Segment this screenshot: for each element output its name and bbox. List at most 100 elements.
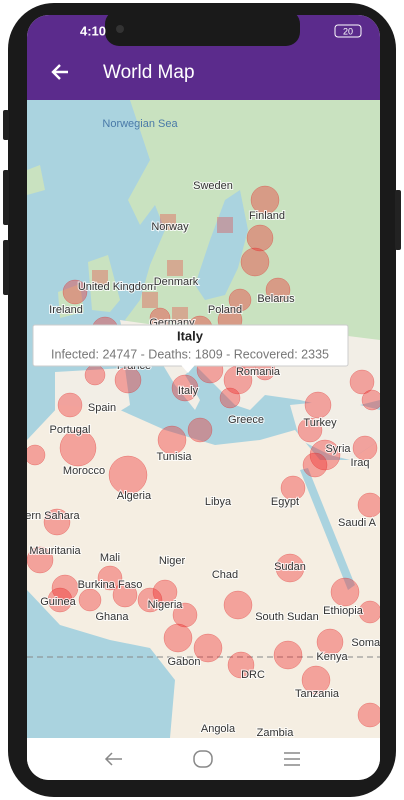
- status-time: 4:10: [80, 23, 106, 38]
- country-label: Finland: [249, 210, 285, 222]
- baltic-sea: [195, 190, 248, 300]
- case-marker[interactable]: [352, 435, 378, 461]
- country-label: Niger: [159, 555, 186, 567]
- case-marker[interactable]: [152, 579, 178, 605]
- case-marker[interactable]: [275, 553, 305, 583]
- country-label: Burkina Faso: [78, 579, 143, 591]
- case-marker[interactable]: [78, 588, 102, 612]
- country-label: Zambia: [257, 727, 295, 739]
- case-marker[interactable]: [227, 651, 255, 679]
- case-marker[interactable]: [193, 633, 223, 663]
- country-label: Spain: [88, 402, 116, 414]
- side-button: [395, 190, 401, 250]
- case-marker[interactable]: [171, 374, 199, 402]
- country-label: Greece: [228, 414, 264, 426]
- tooltip-title: Italy: [177, 328, 204, 343]
- app-title: World Map: [103, 62, 195, 83]
- case-marker[interactable]: [309, 439, 341, 471]
- battery: [334, 24, 362, 38]
- case-marker[interactable]: [47, 587, 73, 613]
- case-marker[interactable]: [361, 389, 382, 411]
- case-marker[interactable]: [157, 425, 187, 455]
- back-button[interactable]: [51, 64, 68, 80]
- tooltip-pointer: [181, 365, 195, 373]
- country-label: Italy: [178, 385, 199, 397]
- case-marker[interactable]: [265, 277, 291, 303]
- case-marker[interactable]: [167, 260, 183, 276]
- case-marker[interactable]: [240, 247, 270, 277]
- case-marker[interactable]: [358, 600, 381, 624]
- case-marker[interactable]: [219, 387, 241, 409]
- battery-level: 20: [343, 26, 353, 36]
- country-label: South Sudan: [255, 611, 319, 623]
- land: [27, 165, 45, 195]
- case-marker[interactable]: [297, 417, 323, 443]
- country-label: Belarus: [257, 293, 295, 305]
- case-marker[interactable]: [316, 628, 344, 656]
- case-marker[interactable]: [84, 364, 106, 386]
- case-marker[interactable]: [137, 587, 163, 613]
- nav-bar: [27, 738, 380, 780]
- case-marker[interactable]: [330, 577, 360, 607]
- country-label: Gabon: [167, 656, 200, 668]
- case-marker[interactable]: [304, 391, 332, 419]
- country-label: Sudan: [274, 561, 306, 573]
- country-label: Angola: [201, 723, 236, 735]
- case-marker[interactable]: [357, 492, 382, 518]
- tooltip-text: Infected: 24747 - Deaths: 1809 - Recover…: [51, 347, 329, 361]
- case-marker[interactable]: [187, 417, 213, 443]
- case-marker[interactable]: [302, 452, 328, 478]
- land: [290, 400, 380, 460]
- case-marker[interactable]: [280, 475, 306, 501]
- nav-back[interactable]: [104, 752, 122, 766]
- case-marker[interactable]: [59, 429, 97, 467]
- case-marker[interactable]: [172, 602, 198, 628]
- markers: [25, 185, 382, 728]
- country-label: Norway: [151, 221, 189, 233]
- case-marker[interactable]: [301, 665, 331, 695]
- case-marker[interactable]: [57, 392, 83, 418]
- side-button: [3, 110, 9, 140]
- country-label: Guinea: [40, 596, 76, 608]
- camera: [116, 25, 124, 33]
- land: [88, 255, 120, 312]
- case-marker[interactable]: [357, 702, 382, 728]
- case-marker[interactable]: [114, 366, 142, 394]
- country-label: Denmark: [154, 276, 199, 288]
- country-label: United Kingdom: [78, 281, 156, 293]
- case-marker[interactable]: [43, 508, 71, 536]
- country-label: Turkey: [303, 417, 337, 429]
- case-marker[interactable]: [62, 279, 88, 305]
- case-marker[interactable]: [97, 565, 123, 591]
- case-marker[interactable]: [160, 214, 176, 230]
- case-marker[interactable]: [250, 185, 280, 215]
- country-label: Saudi A: [338, 517, 377, 529]
- case-marker[interactable]: [217, 217, 233, 233]
- case-marker[interactable]: [223, 590, 253, 620]
- case-marker[interactable]: [142, 292, 158, 308]
- country-label: Ghana: [95, 611, 129, 623]
- case-marker[interactable]: [172, 307, 188, 323]
- case-marker[interactable]: [228, 288, 252, 312]
- country-label: Kenya: [316, 651, 348, 663]
- case-marker[interactable]: [25, 444, 46, 466]
- case-marker[interactable]: [246, 224, 274, 252]
- case-marker[interactable]: [27, 546, 54, 574]
- case-marker[interactable]: [112, 582, 138, 608]
- case-marker[interactable]: [163, 623, 193, 653]
- case-marker[interactable]: [349, 369, 375, 395]
- case-marker[interactable]: [92, 270, 108, 286]
- country-label: DRC: [241, 669, 265, 681]
- nav-home[interactable]: [193, 750, 213, 768]
- nav-menu[interactable]: [284, 752, 300, 766]
- case-marker[interactable]: [51, 574, 79, 602]
- country-label: Libya: [205, 496, 232, 508]
- country-label: Poland: [208, 304, 242, 316]
- country-label: Western Sahara: [0, 510, 80, 522]
- case-marker[interactable]: [108, 455, 148, 495]
- map[interactable]: Sweden Finland Norway United Kingdom Ireland…: [0, 100, 382, 739]
- country-label: Romania: [236, 366, 281, 378]
- case-marker[interactable]: [273, 640, 303, 670]
